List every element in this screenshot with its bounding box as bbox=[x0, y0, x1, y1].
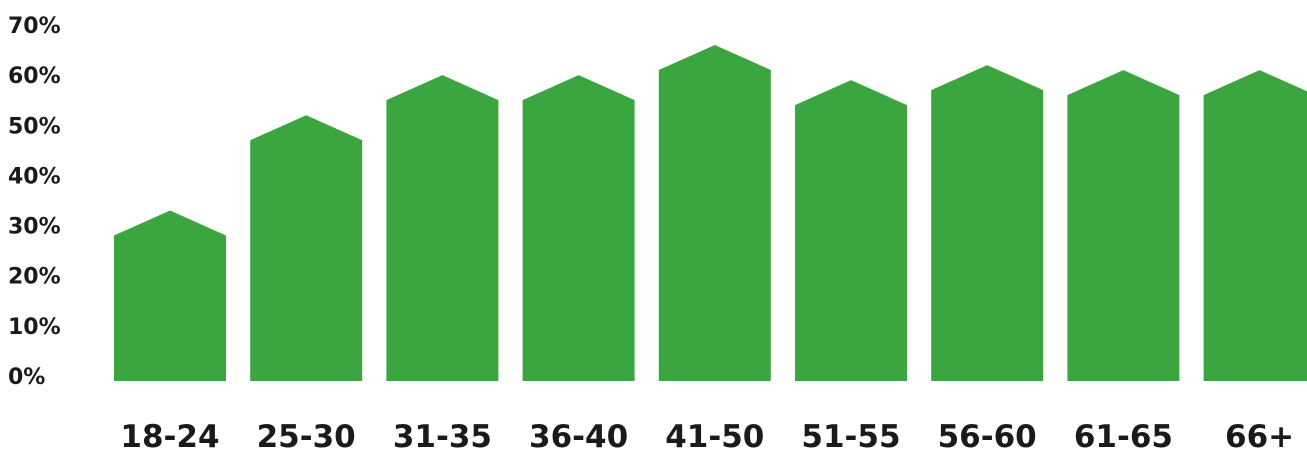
y-tick-label: 40% bbox=[8, 164, 61, 189]
y-tick-label: 60% bbox=[8, 64, 61, 89]
bar-51-55 bbox=[795, 80, 907, 382]
x-tick-label: 36-40 bbox=[529, 419, 628, 450]
bar-56-60 bbox=[931, 65, 1044, 381]
y-tick-label: 20% bbox=[8, 265, 61, 290]
bar-25-30 bbox=[250, 115, 363, 381]
x-tick-label: 56-60 bbox=[938, 419, 1037, 450]
bar-31-35 bbox=[386, 75, 499, 381]
x-tick-label: 18-24 bbox=[120, 419, 219, 450]
y-tick-label: 30% bbox=[8, 215, 61, 240]
y-tick-label: 0% bbox=[8, 365, 45, 390]
bar-61-65 bbox=[1067, 70, 1180, 381]
bars bbox=[114, 45, 1307, 382]
x-tick-label: 66+ bbox=[1225, 419, 1294, 450]
x-axis-ticks: 18-24 25-30 31-35 36-40 41-50 51-55 56-60 61-65… bbox=[120, 419, 1294, 450]
x-tick-label: 61-65 bbox=[1074, 419, 1173, 450]
y-tick-label: 50% bbox=[8, 114, 61, 139]
bar-66+ bbox=[1203, 70, 1307, 381]
x-tick-label: 41-50 bbox=[665, 419, 764, 450]
y-tick-label: 10% bbox=[8, 315, 61, 340]
x-tick-label: 25-30 bbox=[257, 419, 356, 450]
y-axis-ticks: 0% 10% 20% 30% 40% 50% 60% 70% bbox=[8, 14, 61, 390]
bar-36-40 bbox=[522, 75, 635, 381]
y-tick-label: 70% bbox=[8, 14, 61, 39]
x-tick-label: 51-55 bbox=[801, 419, 900, 450]
x-tick-label: 31-35 bbox=[393, 419, 492, 450]
bar-18-24 bbox=[114, 210, 226, 381]
bar-41-50 bbox=[658, 45, 771, 382]
